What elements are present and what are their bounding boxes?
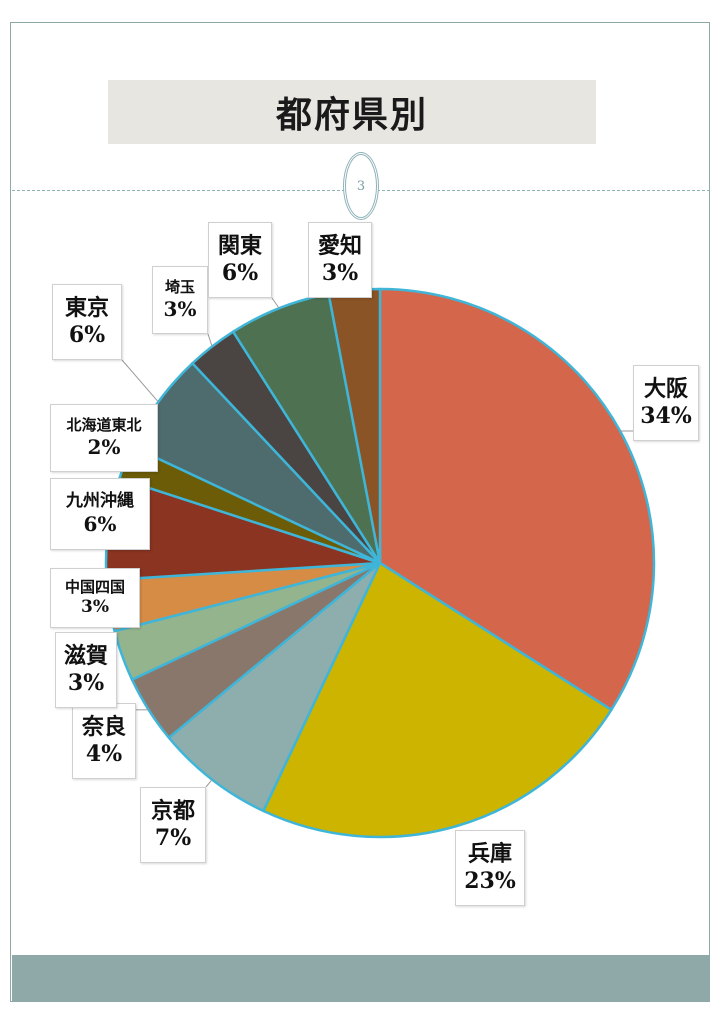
slice-label-0: 大阪 34% [633, 365, 699, 441]
slice-label-value: 2% [87, 434, 121, 459]
slice-label-value: 3% [163, 296, 197, 321]
slice-label-name: 滋賀 [63, 643, 108, 669]
slice-label-name: 東京 [64, 295, 109, 321]
slice-label-value: 6% [68, 322, 106, 348]
slice-label-name: 京都 [150, 798, 195, 824]
slice-label-6: 九州沖縄 6% [50, 478, 150, 550]
slice-label-name: 九州沖縄 [66, 490, 134, 511]
slice-label-name: 愛知 [317, 233, 362, 259]
slice-label-8: 東京 6% [52, 284, 122, 360]
page-title: 都府県別 [275, 95, 428, 136]
slice-label-name: 北海道東北 [66, 416, 142, 435]
slice-label-value: 6% [83, 512, 117, 537]
slice-label-1: 兵庫 23% [455, 830, 525, 906]
slice-label-value: 3% [321, 260, 359, 286]
slice-label-2: 京都 7% [140, 787, 206, 863]
slice-label-7: 北海道東北 2% [50, 404, 158, 472]
slice-label-value: 6% [221, 260, 259, 286]
slice-label-name: 兵庫 [467, 841, 512, 867]
pie-slice-0 [378, 287, 656, 712]
leader-line-2 [205, 779, 213, 788]
pie-slice-1 [262, 561, 613, 839]
pie-slice-2 [167, 561, 382, 813]
slice-label-value: 3% [67, 670, 105, 696]
slice-label-3: 奈良 4% [72, 703, 136, 779]
slice-label-value: 23% [464, 868, 516, 894]
slice-label-name: 大阪 [643, 376, 688, 402]
page-number: 3 [343, 152, 379, 220]
pie-slices [104, 287, 656, 839]
slice-label-name: 埼玉 [164, 278, 195, 297]
slice-label-value: 3% [81, 596, 109, 617]
leader-lines [121, 297, 633, 788]
slice-label-value: 34% [640, 403, 692, 429]
slice-label-9: 埼玉 3% [152, 266, 208, 334]
slice-label-value: 4% [85, 741, 123, 767]
slice-label-4: 滋賀 3% [55, 632, 117, 708]
leader-line-9 [207, 333, 213, 347]
slice-label-5: 中国四国 3% [50, 568, 140, 628]
leader-line-10 [271, 297, 280, 309]
footer-band [12, 955, 710, 1001]
slice-label-name: 関東 [217, 233, 262, 259]
title-box: 都府県別 [108, 80, 596, 144]
slice-label-name: 中国四国 [64, 578, 125, 596]
slice-label-name: 奈良 [81, 714, 126, 740]
slice-label-value: 7% [154, 825, 192, 851]
leader-line-8 [121, 359, 159, 403]
slice-label-10: 関東 6% [208, 222, 272, 298]
slice-label-11: 愛知 3% [308, 222, 372, 298]
